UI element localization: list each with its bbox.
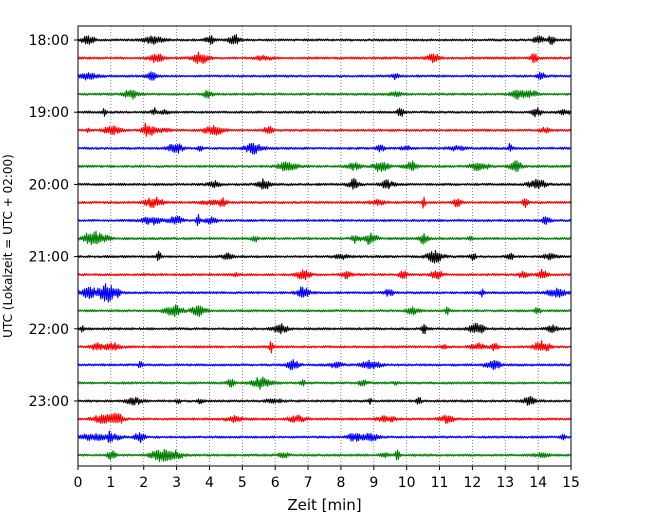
seismic-trace (77, 196, 572, 209)
x-axis-ticks: 0 1 2 3 4 5 6 7 8 9 10 11 12 13 14 15 (74, 466, 580, 491)
y-axis-label: UTC (Lokalzeit = UTC + 02:00) (1, 154, 15, 338)
y-tick-label: 23:00 (29, 394, 69, 410)
grid-layer (110, 26, 539, 466)
seismic-trace (77, 304, 572, 318)
y-tick-label: 19:00 (29, 105, 69, 121)
plot-frame (77, 25, 572, 467)
seismic-trace (77, 71, 572, 81)
y-axis-ticks: 18:00 19:00 20:00 21:00 22:00 23:00 (29, 33, 78, 410)
plot-background (78, 26, 571, 466)
seismic-trace (77, 448, 572, 463)
seismic-trace (77, 376, 572, 390)
seismic-trace (77, 268, 572, 281)
seismic-trace (77, 51, 572, 65)
x-tick-label: 6 (271, 475, 280, 491)
seismic-trace (77, 339, 572, 354)
seismic-trace (77, 430, 572, 444)
seismic-trace (77, 395, 572, 406)
y-tick-label: 22:00 (29, 322, 69, 338)
x-tick-label: 10 (398, 475, 416, 491)
seismic-trace (77, 89, 572, 100)
seismic-trace (77, 412, 572, 424)
x-tick-label: 0 (74, 475, 83, 491)
x-tick-label: 3 (172, 475, 181, 491)
x-tick-label: 14 (529, 475, 547, 491)
seismic-trace (77, 122, 572, 137)
seismic-trace (77, 160, 572, 173)
x-tick-label: 4 (205, 475, 214, 491)
seismic-trace (77, 34, 572, 46)
x-tick-label: 13 (496, 475, 514, 491)
y-tick-label: 18:00 (29, 33, 69, 49)
x-tick-label: 7 (304, 475, 313, 491)
seismic-trace (77, 322, 572, 335)
seismic-trace (77, 107, 572, 118)
seismic-trace (77, 142, 572, 155)
seismic-trace (77, 177, 572, 190)
x-tick-label: 9 (369, 475, 378, 491)
x-tick-label: 1 (106, 475, 115, 491)
y-tick-label: 21:00 (29, 250, 69, 266)
seismic-trace (77, 213, 572, 227)
seismic-trace (77, 249, 572, 264)
x-tick-label: 2 (139, 475, 148, 491)
x-tick-label: 15 (562, 475, 580, 491)
seismic-trace (77, 359, 572, 371)
x-tick-label: 5 (238, 475, 247, 491)
x-tick-label: 8 (336, 475, 345, 491)
trace-layer (77, 34, 572, 463)
seismic-trace (77, 230, 572, 246)
x-axis-label: Zeit [min] (287, 496, 361, 514)
x-tick-label: 12 (463, 475, 481, 491)
x-tick-label: 11 (431, 475, 449, 491)
seismic-trace (77, 283, 572, 303)
y-tick-label: 20:00 (29, 177, 69, 193)
